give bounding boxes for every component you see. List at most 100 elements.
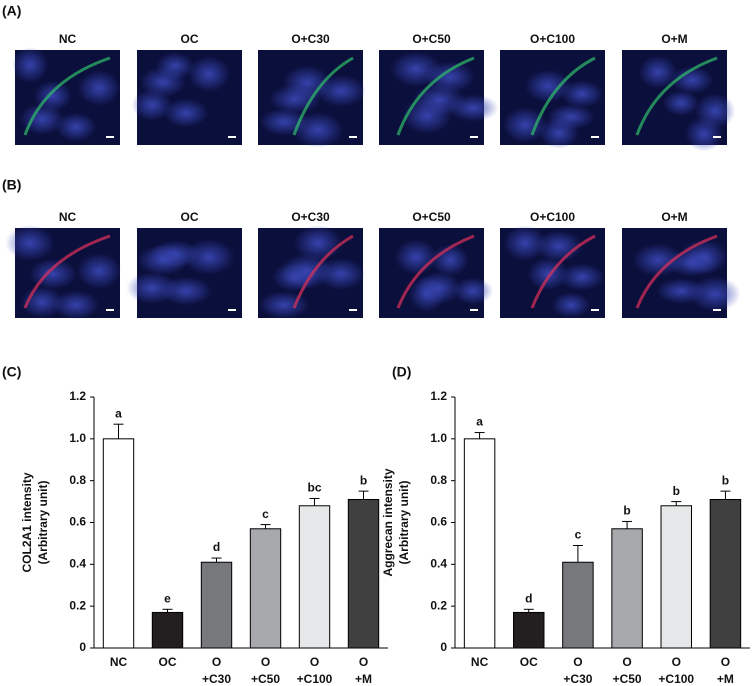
bar	[249, 528, 282, 649]
stain	[23, 234, 111, 309]
column-label: O+M	[661, 32, 687, 46]
tissue	[638, 55, 678, 89]
tissue	[187, 56, 231, 92]
x-tick-label: +C100	[297, 672, 333, 686]
tissue	[679, 239, 729, 275]
x-tick-label: OC	[159, 655, 177, 669]
tissue	[12, 47, 48, 83]
y-tick-label: 0.4	[430, 557, 447, 571]
tissue	[258, 291, 310, 319]
y-axis-label: Aggrecan intensity	[381, 468, 395, 576]
tissue	[503, 225, 547, 261]
column-label: O+M	[661, 210, 687, 224]
column-label: O+C100	[530, 210, 575, 224]
scale-bar	[349, 136, 357, 138]
significance-letter: d	[525, 591, 532, 605]
bar	[611, 528, 643, 649]
significance-letter: c	[262, 507, 269, 521]
micrograph	[622, 228, 741, 318]
y-tick-label: 1.2	[69, 389, 86, 403]
y-tick-label: 1.2	[430, 389, 447, 403]
x-tick-label: +C30	[563, 672, 592, 686]
tissue	[155, 52, 195, 80]
scale-bar	[713, 136, 721, 138]
bar	[562, 561, 594, 649]
tissue	[670, 66, 714, 94]
tissue	[149, 240, 201, 268]
column-label: OC	[181, 32, 199, 46]
y-tick-label: 0.8	[430, 473, 447, 487]
tissue	[547, 104, 595, 130]
y-axis-label: (Arbitrary unit)	[36, 480, 50, 564]
tissue	[390, 51, 442, 87]
tissue	[77, 70, 121, 106]
bar	[102, 438, 135, 649]
x-tick-label: OC	[520, 655, 538, 669]
tissue	[5, 225, 55, 261]
y-axis-label: (Arbitrary unit)	[397, 480, 411, 564]
tissue	[632, 243, 684, 277]
stain	[292, 56, 354, 136]
tissue	[524, 69, 572, 103]
x-tick-label: O	[212, 655, 221, 669]
micrograph	[379, 50, 499, 145]
stain	[292, 234, 354, 309]
y-tick-label: 0.2	[430, 598, 447, 612]
x-tick-label: +C50	[613, 672, 642, 686]
x-tick-label: O	[573, 655, 582, 669]
y-tick-label: 0	[440, 640, 447, 654]
significance-letter: b	[623, 504, 630, 518]
bar	[200, 561, 233, 649]
tissue	[430, 244, 470, 276]
micrograph	[5, 225, 122, 320]
significance-letter: d	[213, 540, 220, 554]
scale-bar	[713, 309, 721, 311]
micrograph	[379, 228, 494, 318]
stain	[635, 56, 718, 136]
y-axis-label: COL2A1 intensity	[20, 472, 34, 572]
y-tick-label: 1.0	[69, 431, 86, 445]
significance-letter: a	[476, 415, 483, 429]
tissue	[416, 271, 462, 305]
stain	[23, 56, 111, 136]
significance-letter: e	[164, 591, 171, 605]
micrograph	[126, 228, 242, 318]
y-tick-label: 0.8	[69, 473, 86, 487]
significance-letter: c	[575, 528, 582, 542]
tissue	[131, 89, 173, 121]
y-tick-label: 0.2	[69, 598, 86, 612]
micrograph	[258, 225, 366, 319]
bar	[347, 498, 380, 649]
micrograph	[500, 225, 605, 318]
scale-bar	[591, 136, 599, 138]
tissue	[259, 108, 309, 136]
bar	[660, 505, 692, 649]
significance-letter: a	[115, 406, 122, 420]
x-tick-label: +C100	[658, 672, 694, 686]
column-label: O+C30	[291, 210, 330, 224]
tissue	[559, 263, 605, 291]
significance-letter: b	[360, 473, 367, 487]
y-tick-label: 0.6	[69, 515, 86, 529]
micrograph	[258, 50, 367, 148]
panel-label: (A)	[2, 3, 21, 19]
bar	[151, 611, 184, 649]
tissue	[413, 83, 465, 117]
micrograph	[12, 47, 121, 145]
micrograph	[500, 50, 605, 149]
column-label: NC	[59, 210, 77, 224]
tissue	[52, 290, 100, 320]
significance-letter: bc	[307, 481, 321, 495]
column-label: NC	[59, 32, 77, 46]
panel-label: (D)	[392, 364, 411, 380]
x-tick-label: O	[310, 655, 319, 669]
stain	[396, 234, 475, 309]
tissue	[394, 239, 438, 275]
scale-bar	[228, 309, 236, 311]
tissue	[452, 277, 494, 305]
scale-bar	[349, 309, 357, 311]
tissue	[502, 107, 548, 143]
x-tick-label: O	[622, 655, 631, 669]
scale-bar	[470, 136, 478, 138]
